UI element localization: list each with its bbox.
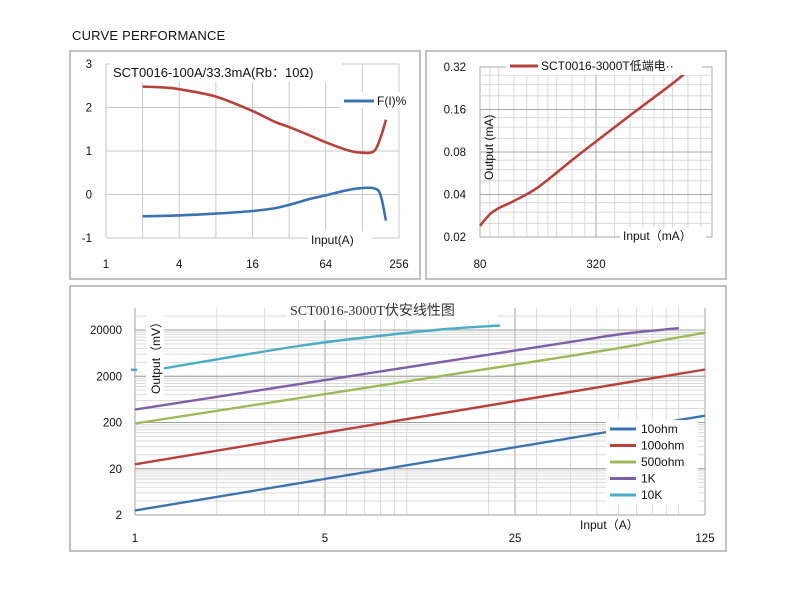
- chart3-xlabel-bg: [576, 516, 666, 532]
- chart3-x-tick: 25: [509, 533, 522, 545]
- chart3-legend-label: 1K: [641, 472, 656, 486]
- chart1-frame: [69, 50, 421, 280]
- chart3-frame: [69, 285, 727, 552]
- chart1-x-tick: 4: [176, 259, 183, 271]
- chart1-legend-bg: [340, 92, 418, 108]
- chart3-x-tick: 1: [132, 533, 138, 545]
- page-title: CURVE PERFORMANCE: [72, 28, 226, 43]
- chart2-y-tick: 0.32: [444, 62, 466, 74]
- chart1-title-bg: [110, 62, 342, 82]
- chart1-xlabel-bg: [308, 231, 372, 247]
- chart2-ylabel: Output (mA): [482, 115, 496, 180]
- chart1-x-tick: 1: [103, 259, 109, 271]
- chart3-legend-label: 10ohm: [641, 422, 678, 436]
- chart2-y-tick: 0.04: [444, 190, 467, 202]
- chart1-series-line-1: [142, 85, 388, 155]
- chart3-y-tick: 20: [109, 464, 122, 476]
- chart3-ylabel: Output（mV）: [149, 316, 163, 394]
- chart2-frame: [425, 50, 727, 280]
- chart1-y-tick: 2: [86, 103, 92, 115]
- chart3-x-tick: 125: [695, 533, 714, 545]
- chart2-y-tick: 0.08: [444, 147, 466, 159]
- chart3-legend-label: 500ohm: [641, 455, 684, 469]
- chart3-y-tick: 20000: [90, 325, 122, 337]
- chart3-y-tick: 200: [103, 418, 122, 430]
- chart1-legend-label: F(I)%: [377, 94, 407, 108]
- chart1-title: SCT0016-100A/33.3mA(Rb：10Ω): [113, 65, 313, 80]
- chart1-y-tick: 1: [86, 146, 92, 158]
- chart1-y-tick: 0: [86, 190, 92, 202]
- chart2-y-tick: 0.16: [444, 105, 466, 117]
- chart3-legend-label: 10K: [641, 488, 662, 502]
- chart2-x-tick: 320: [586, 259, 605, 271]
- chart1-x-tick: 16: [246, 259, 259, 271]
- chart3-y-tick: 2000: [96, 371, 122, 383]
- chart3-series-line-1: [134, 368, 706, 466]
- chart1-x-tick: 256: [389, 259, 408, 271]
- chart3-legend: 10ohm 100ohm 500ohm 1K 10K: [606, 420, 698, 504]
- chart2-xlabel: Input（mA）: [623, 229, 692, 243]
- chart3-title: SCT0016-3000T伏安线性图: [290, 303, 455, 319]
- chart2-legend-bg: [506, 58, 702, 75]
- chart3-x-tick: 5: [322, 533, 328, 545]
- chart2-series-line: [478, 69, 689, 227]
- chart3-series-line-2: [134, 331, 706, 425]
- chart3-title-bg: [286, 300, 498, 320]
- chart1-series-line-0: [142, 186, 388, 221]
- chart3-series-line-3: [134, 326, 679, 411]
- chart1-y-tick: 3: [86, 59, 92, 71]
- chart3-ylabel-bg: [146, 306, 164, 398]
- chart2-xlabel-bg: [620, 227, 706, 243]
- chart2-y-tick: 0.02: [444, 232, 466, 244]
- chart3-xlabel: Input（A）: [580, 518, 639, 532]
- chart2-x-tick: 80: [474, 259, 487, 271]
- chart2-legend-label: SCT0016-3000T低端电··: [541, 59, 674, 73]
- chart1-x-tick: 64: [319, 259, 332, 271]
- chart3-y-tick: 2: [116, 510, 122, 522]
- chart1-xlabel: Input(A): [311, 233, 354, 247]
- chart3-legend-label: 100ohm: [641, 439, 684, 453]
- chart2-gridlines: [479, 66, 713, 238]
- chart1-y-tick: -1: [82, 233, 92, 245]
- chart3-series-line-4: [161, 324, 500, 370]
